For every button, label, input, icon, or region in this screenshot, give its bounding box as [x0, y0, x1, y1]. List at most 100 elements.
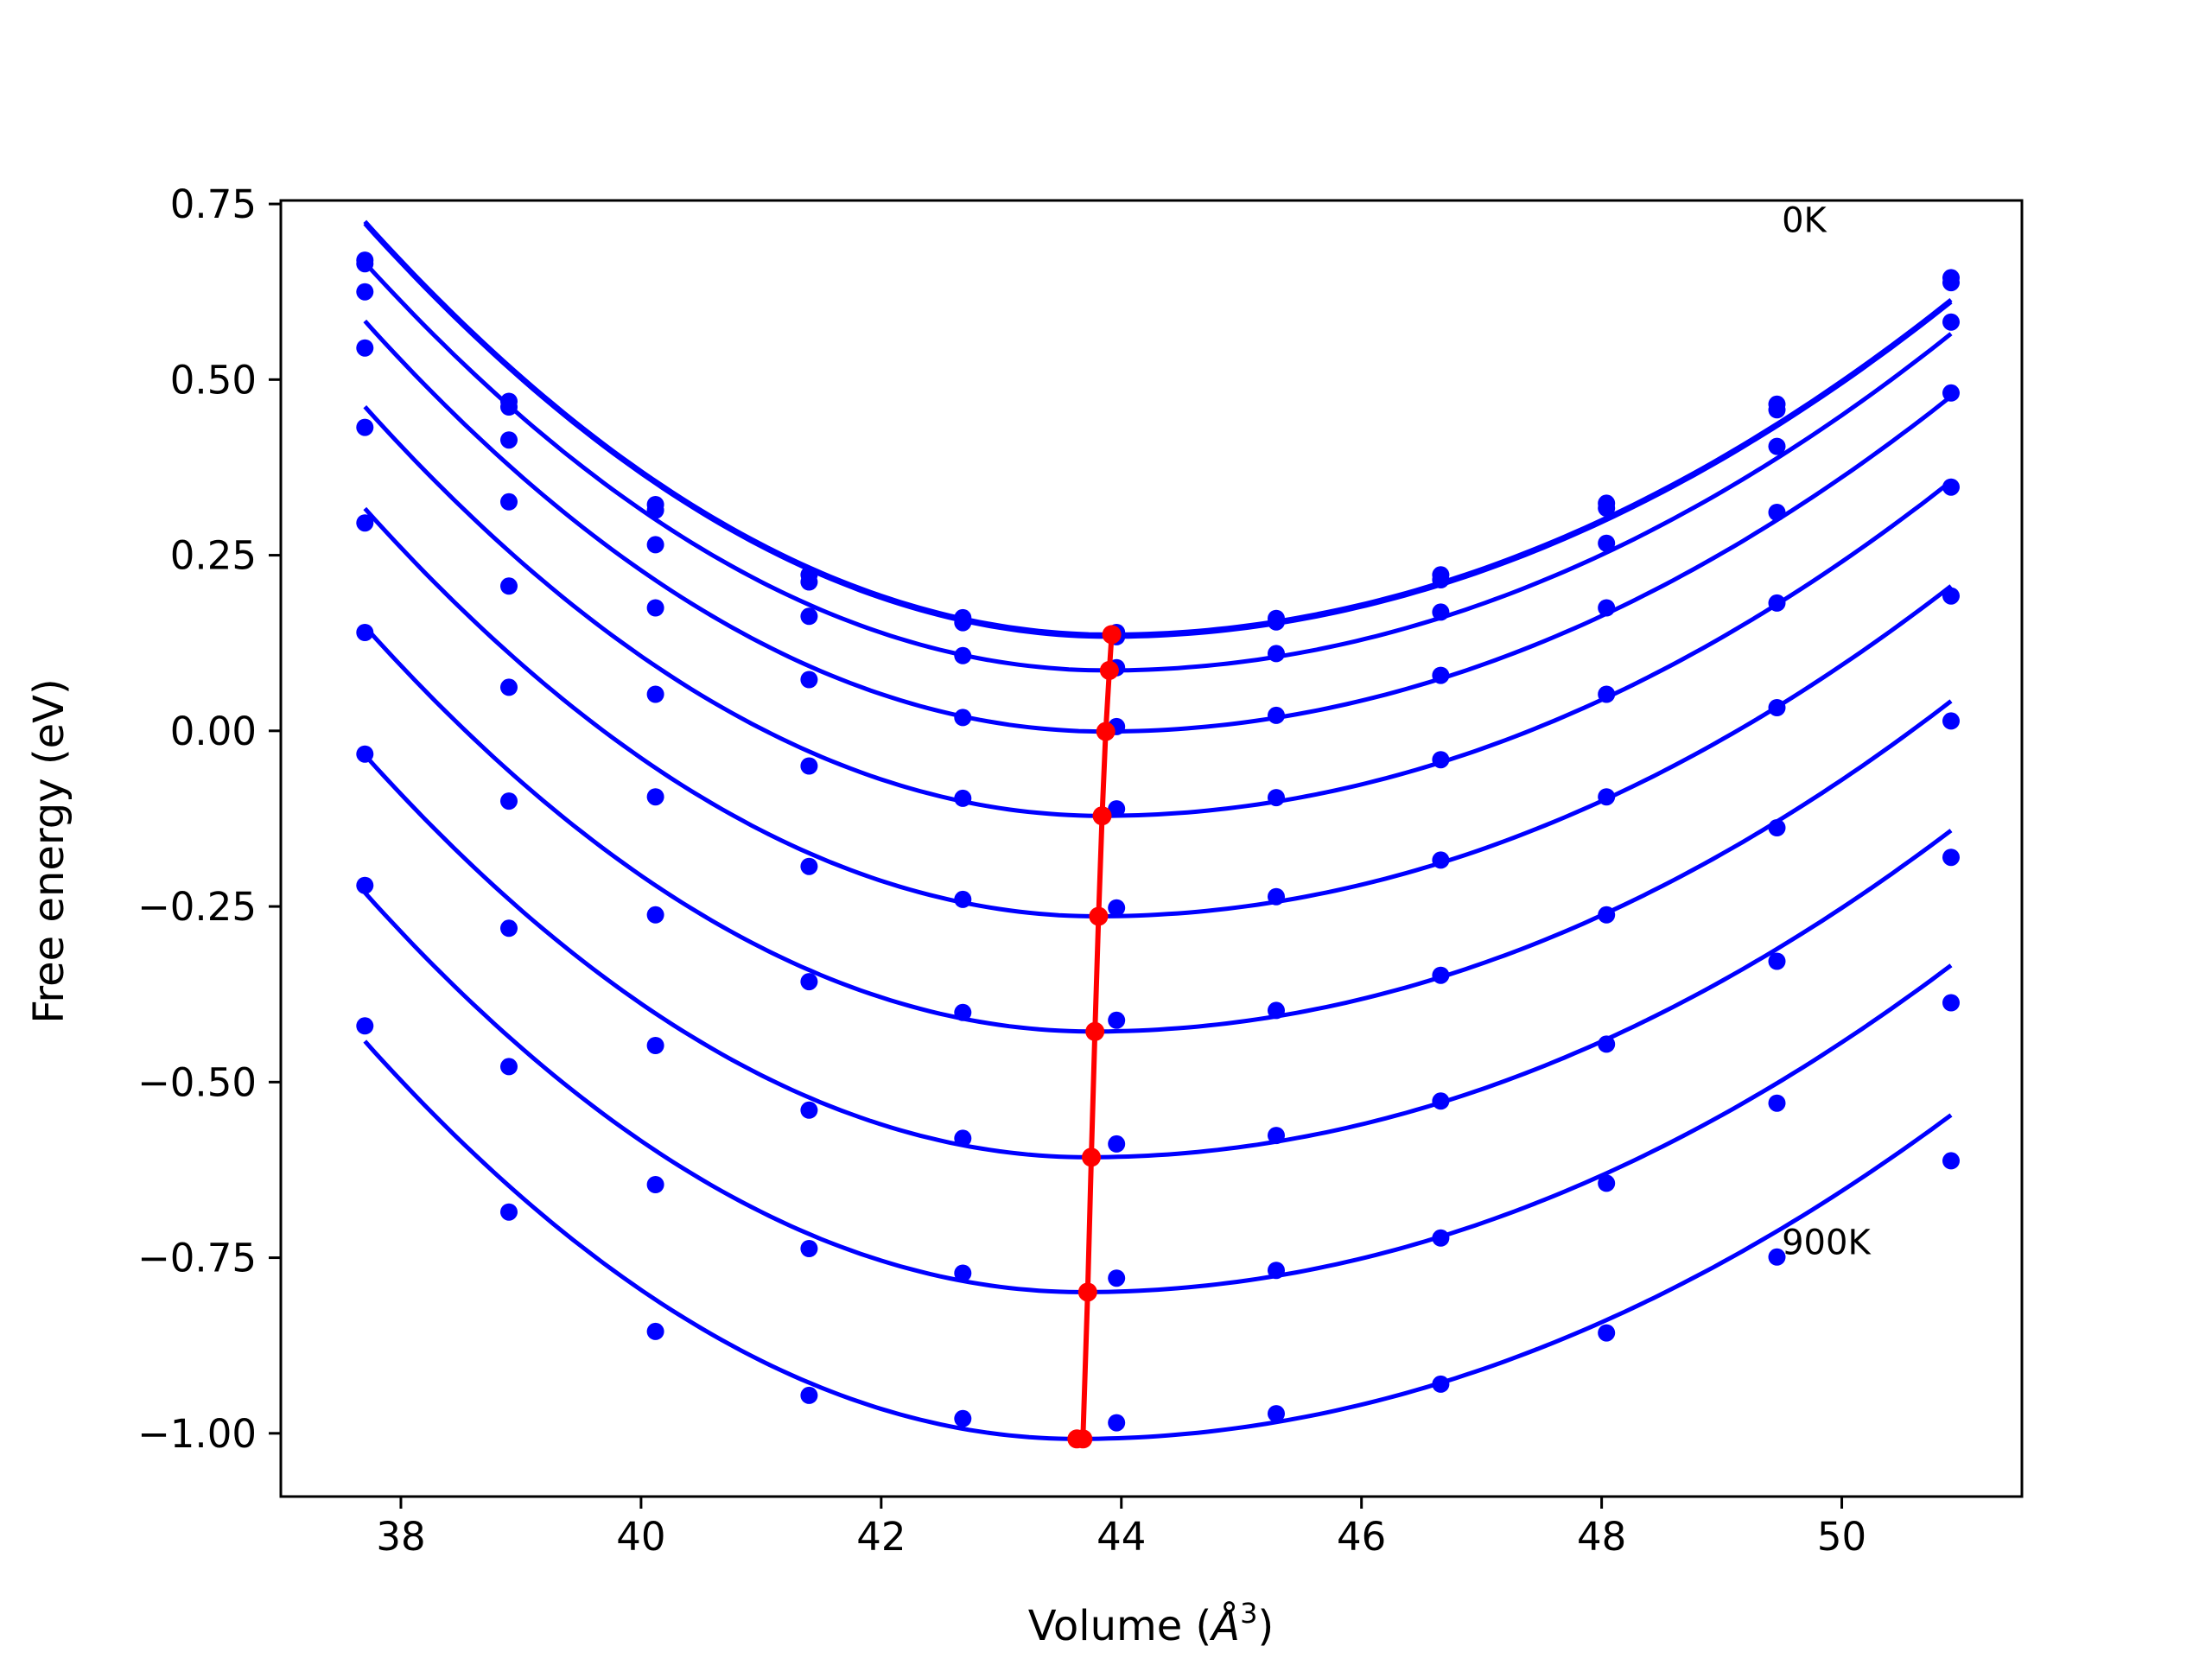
y-tick-label: −0.25 [137, 884, 257, 930]
data-point-6-4 [954, 1003, 972, 1021]
data-point-1-8 [1598, 499, 1616, 518]
data-point-2-3 [800, 607, 818, 626]
fit-curve-8 [363, 891, 1953, 1294]
data-point-8-4 [954, 1264, 972, 1282]
data-point-6-1 [500, 792, 518, 810]
y-tick-label: 0.50 [170, 357, 257, 403]
fit-curve-4 [363, 405, 1953, 818]
y-axis-title: Free energy (eV) [25, 678, 73, 1023]
y-tick-label: −0.75 [137, 1236, 257, 1281]
data-point-6-8 [1598, 906, 1616, 924]
data-point-3-6 [1268, 706, 1285, 724]
data-point-3-8 [1598, 599, 1616, 617]
data-point-7-5 [1108, 1135, 1126, 1153]
data-point-2-7 [1432, 603, 1450, 621]
annotation-0: 0K [1782, 201, 1827, 241]
data-point-8-10 [1942, 994, 1960, 1012]
equilibrium-point-3 [1092, 806, 1112, 826]
y-tick-label: −0.50 [137, 1059, 257, 1105]
plot-frame [279, 199, 2024, 1498]
data-point-1-3 [800, 573, 818, 591]
data-point-9-9 [1768, 1248, 1786, 1266]
data-point-5-9 [1768, 699, 1786, 716]
equilibrium-point-4 [1089, 906, 1109, 926]
data-point-6-9 [1768, 819, 1786, 836]
data-point-3-10 [1942, 384, 1960, 402]
x-tick-label: 40 [616, 1514, 665, 1560]
fit-curve-2 [363, 261, 1953, 673]
equilibrium-point-5 [1085, 1021, 1105, 1041]
data-point-9-8 [1598, 1324, 1616, 1342]
data-point-3-9 [1768, 504, 1786, 521]
equilibrium-point-7 [1077, 1282, 1097, 1302]
fit-curve-5 [363, 506, 1953, 919]
y-tick-label: 0.25 [170, 533, 257, 579]
data-point-1-9 [1768, 401, 1786, 419]
x-axis-unit-symbol: Å [1209, 1601, 1240, 1650]
data-point-1-2 [646, 501, 664, 519]
x-tick-label: 38 [376, 1514, 425, 1560]
data-point-4-1 [500, 577, 518, 595]
data-point-5-7 [1432, 851, 1450, 869]
data-point-2-1 [500, 431, 518, 449]
data-point-7-6 [1268, 1127, 1285, 1145]
data-point-4-7 [1432, 751, 1450, 769]
data-point-9-4 [954, 1409, 972, 1427]
x-axis-title-text: Volume ( [1028, 1602, 1212, 1650]
data-point-6-10 [1942, 712, 1960, 730]
data-point-4-8 [1598, 685, 1616, 703]
data-point-9-0 [356, 1017, 374, 1035]
x-tick-label: 50 [1817, 1514, 1866, 1560]
data-point-2-4 [954, 646, 972, 664]
y-tick-label: −1.00 [137, 1411, 257, 1457]
data-point-4-10 [1942, 478, 1960, 496]
data-point-7-4 [954, 1129, 972, 1147]
data-point-8-3 [800, 1240, 818, 1257]
x-tick-label: 42 [856, 1514, 906, 1560]
data-point-3-7 [1432, 666, 1450, 684]
annotations: 0K 900K [1782, 201, 1872, 1263]
equilibrium-point-6 [1082, 1147, 1101, 1167]
data-point-3-2 [646, 599, 664, 617]
data-point-3-1 [500, 493, 518, 511]
annotation-1: 900K [1782, 1224, 1872, 1263]
equilibrium-point-1 [1099, 660, 1119, 680]
fit-curve-1 [363, 222, 1953, 639]
data-point-2-6 [1268, 645, 1285, 663]
data-point-2-8 [1598, 534, 1616, 552]
x-axis-title: Volume (Å3) [1028, 1597, 1274, 1650]
data-point-4-9 [1768, 594, 1786, 612]
equilibrium-point-9 [1067, 1429, 1087, 1449]
data-point-7-7 [1432, 1092, 1450, 1110]
data-point-6-6 [1268, 1001, 1285, 1020]
data-point-3-4 [954, 709, 972, 727]
x-tick-label: 48 [1577, 1514, 1626, 1560]
data-point-5-6 [1268, 887, 1285, 906]
data-point-9-6 [1268, 1405, 1285, 1423]
x-tick-label: 46 [1337, 1514, 1386, 1560]
data-point-9-7 [1432, 1375, 1450, 1393]
data-point-8-2 [646, 1176, 664, 1193]
fit-curve-6 [363, 625, 1953, 1034]
data-point-7-10 [1942, 849, 1960, 867]
data-point-7-0 [356, 745, 374, 763]
data-point-2-2 [646, 536, 664, 554]
equilibrium-point-2 [1096, 721, 1116, 741]
data-point-6-3 [800, 973, 818, 991]
data-point-8-9 [1768, 1094, 1786, 1112]
data-point-5-3 [800, 857, 818, 875]
equilibrium-line [1077, 634, 1115, 1442]
data-point-9-3 [800, 1386, 818, 1404]
data-point-8-6 [1268, 1262, 1285, 1280]
data-point-3-3 [800, 671, 818, 689]
data-point-6-7 [1432, 966, 1450, 984]
data-point-5-10 [1942, 587, 1960, 605]
data-point-8-5 [1108, 1269, 1126, 1287]
data-point-1-7 [1432, 571, 1450, 588]
data-point-5-5 [1108, 899, 1126, 917]
data-point-5-4 [954, 890, 972, 908]
x-axis-title-close: ) [1257, 1602, 1274, 1650]
data-point-1-4 [954, 613, 972, 632]
data-point-8-8 [1598, 1174, 1616, 1192]
data-point-5-1 [500, 678, 518, 696]
